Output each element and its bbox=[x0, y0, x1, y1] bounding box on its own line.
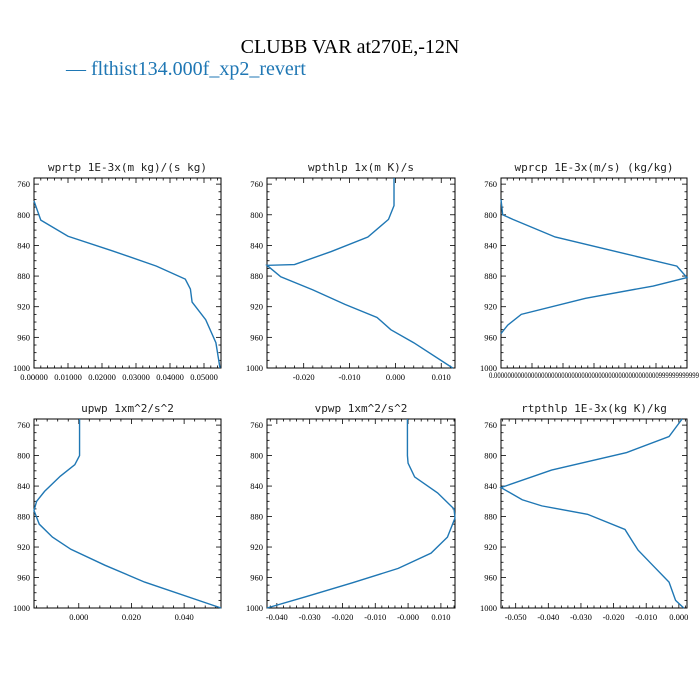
y-tick-label: 920 bbox=[250, 302, 263, 312]
y-tick-label: 800 bbox=[250, 451, 263, 461]
x-tick-label: -0.040 bbox=[537, 612, 559, 622]
y-tick-label: 920 bbox=[484, 542, 497, 552]
y-tick-label: 960 bbox=[17, 332, 30, 342]
y-tick-label: 880 bbox=[250, 512, 263, 522]
x-tick-label: -0.020 bbox=[293, 372, 315, 382]
x-tick-label: -0.050 bbox=[505, 612, 527, 622]
plot-frame bbox=[500, 177, 688, 369]
y-tick-label: 1000 bbox=[480, 363, 497, 373]
y-tick-label: 760 bbox=[484, 179, 497, 189]
y-tick-label: 760 bbox=[484, 420, 497, 430]
y-tick-label: 880 bbox=[484, 512, 497, 522]
series-line bbox=[499, 418, 685, 609]
y-tick-label: 840 bbox=[17, 240, 30, 250]
y-tick-label: 960 bbox=[484, 573, 497, 583]
panel-title: wprtp 1E-3x(m kg)/(s kg) bbox=[48, 161, 207, 174]
y-tick-label: 1000 bbox=[246, 363, 263, 373]
y-tick-label: 760 bbox=[17, 179, 30, 189]
y-tick-label: 1000 bbox=[246, 603, 263, 613]
x-tick-label: 0.000 bbox=[386, 372, 405, 382]
y-tick-label: 960 bbox=[250, 332, 263, 342]
plot-frame bbox=[33, 177, 222, 369]
legend-entry: — flthist134.000f_xp2_revert bbox=[66, 58, 306, 81]
figure-title: CLUBB VAR at270E,-12N bbox=[240, 36, 460, 58]
y-tick-label: 840 bbox=[484, 481, 497, 491]
series-line bbox=[33, 200, 221, 369]
series-line bbox=[265, 178, 454, 369]
y-tick-label: 920 bbox=[17, 542, 30, 552]
panel-2: wpthlp 1x(m K)/s 760 800 840 880 920 960 1000 -0… bbox=[246, 161, 456, 382]
y-tick-label: 960 bbox=[17, 573, 30, 583]
plot-frame bbox=[266, 177, 456, 369]
x-tick-label: 0.02000 bbox=[88, 372, 116, 382]
y-tick-label: 840 bbox=[250, 481, 263, 491]
plot-frame bbox=[33, 418, 222, 609]
panel-3: wprcp 1E-3x(m/s) (kg/kg) 760 800 840 880 920 9… bbox=[480, 161, 699, 380]
x-tick-label: 0.010 bbox=[432, 372, 451, 382]
panel-4: upwp 1xm^2/s^2 760 800 840 880 920 960 1000 0.00… bbox=[13, 402, 222, 622]
series-line bbox=[266, 419, 456, 609]
panel-title: wpthlp 1x(m K)/s bbox=[308, 161, 414, 174]
x-tick-label: 0.00000000000000000000000000000000000000… bbox=[489, 370, 699, 380]
x-tick-label: -0.000 bbox=[397, 612, 419, 622]
y-tick-label: 1000 bbox=[13, 603, 30, 613]
x-tick-label: 0.03000 bbox=[122, 372, 150, 382]
y-tick-label: 800 bbox=[250, 210, 263, 220]
x-tick-label: 0.010 bbox=[431, 612, 450, 622]
y-tick-label: 880 bbox=[250, 271, 263, 281]
plot-frame bbox=[500, 418, 688, 609]
y-tick-label: 1000 bbox=[13, 363, 30, 373]
x-tick-label: -0.030 bbox=[570, 612, 592, 622]
panel-title: wprcp 1E-3x(m/s) (kg/kg) bbox=[515, 161, 674, 174]
y-tick-label: 840 bbox=[17, 481, 30, 491]
panel-1: wprtp 1E-3x(m kg)/(s kg) 760 800 840 880 920 9… bbox=[13, 161, 222, 382]
x-tick-label: 0.040 bbox=[175, 612, 194, 622]
x-tick-label: -0.010 bbox=[635, 612, 657, 622]
y-tick-label: 880 bbox=[17, 271, 30, 281]
x-tick-label: 0.04000 bbox=[156, 372, 184, 382]
x-tick-label: -0.010 bbox=[339, 372, 361, 382]
x-tick-label: -0.010 bbox=[364, 612, 386, 622]
y-tick-label: 840 bbox=[484, 240, 497, 250]
series-line bbox=[500, 199, 689, 334]
y-tick-label: 960 bbox=[484, 332, 497, 342]
legend-label: flthist134.000f_xp2_revert bbox=[91, 58, 306, 80]
x-tick-label: -0.020 bbox=[603, 612, 625, 622]
x-tick-label: 0.020 bbox=[122, 612, 141, 622]
panel-title: vpwp 1xm^2/s^2 bbox=[315, 402, 408, 415]
x-tick-label: -0.020 bbox=[331, 612, 353, 622]
y-tick-label: 800 bbox=[17, 451, 30, 461]
panel-title: rtpthlp 1E-3x(kg K)/kg bbox=[521, 402, 667, 415]
series-line bbox=[33, 419, 222, 609]
panel-title: upwp 1xm^2/s^2 bbox=[81, 402, 174, 415]
y-tick-label: 800 bbox=[484, 451, 497, 461]
y-tick-label: 880 bbox=[17, 512, 30, 522]
x-tick-label: -0.030 bbox=[299, 612, 321, 622]
y-tick-label: 920 bbox=[17, 302, 30, 312]
y-tick-label: 760 bbox=[250, 420, 263, 430]
y-tick-label: 800 bbox=[484, 210, 497, 220]
x-tick-label: 0.000 bbox=[669, 612, 688, 622]
panel-5: vpwp 1xm^2/s^27608008408809209601000-0.0… bbox=[246, 402, 456, 622]
y-tick-label: 880 bbox=[484, 271, 497, 281]
y-tick-label: 1000 bbox=[480, 603, 497, 613]
x-tick-label: 0.01000 bbox=[54, 372, 82, 382]
y-tick-label: 920 bbox=[250, 542, 263, 552]
x-tick-label: 0.000 bbox=[69, 612, 88, 622]
y-tick-label: 760 bbox=[17, 420, 30, 430]
panel-6: rtpthlp 1E-3x(kg K)/kg 760 800 840 880 920 960… bbox=[480, 402, 688, 622]
legend-line-glyph: — bbox=[66, 58, 91, 80]
y-tick-label: 800 bbox=[17, 210, 30, 220]
y-tick-label: 920 bbox=[484, 302, 497, 312]
y-tick-label: 960 bbox=[250, 573, 263, 583]
x-tick-label: 0.00000 bbox=[20, 372, 48, 382]
y-tick-label: 840 bbox=[250, 240, 263, 250]
y-tick-label: 760 bbox=[250, 179, 263, 189]
x-tick-label: 0.05000 bbox=[190, 372, 218, 382]
x-tick-label: -0.040 bbox=[266, 612, 288, 622]
